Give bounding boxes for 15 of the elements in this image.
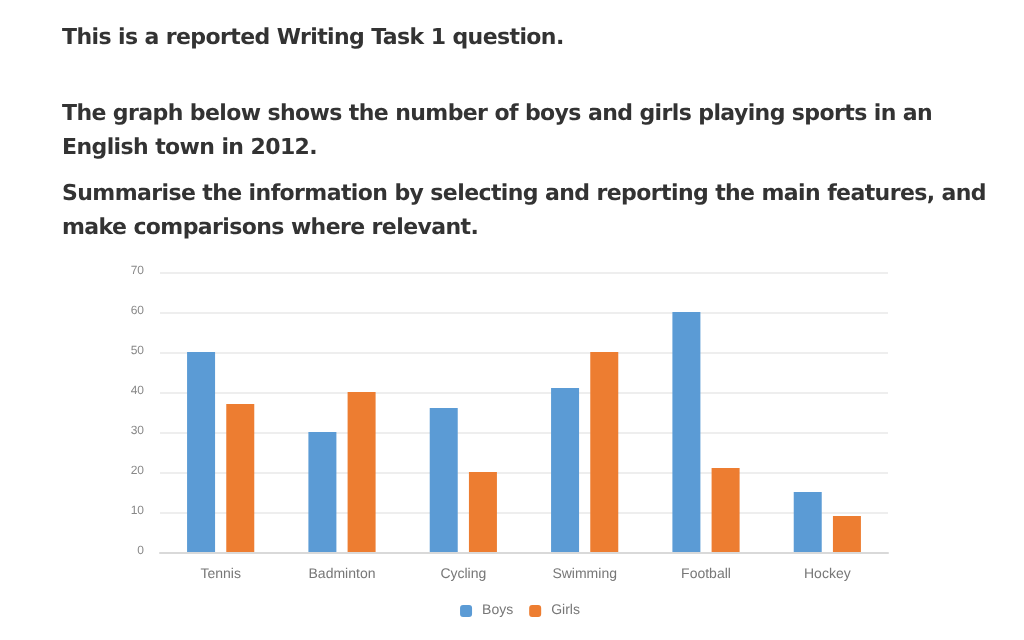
text: This is a reported Writing Task 1 question. [62,22,566,54]
bar [429,408,458,552]
chart-title: The graph below shows the number of boys and girls playing sports in an English town in 2012. [62,98,935,164]
bar [551,388,580,552]
chart-subtitle: Summarise the information by selecting and reporting the main features, and make comparisons where relevant. [62,178,988,244]
bar [590,352,619,552]
bar [308,432,337,552]
bar [187,352,216,552]
bar [672,312,701,552]
bar [468,472,497,552]
bar [832,516,861,552]
bar [793,492,822,552]
bar [226,404,255,552]
bar [711,468,740,552]
bar [347,392,376,552]
